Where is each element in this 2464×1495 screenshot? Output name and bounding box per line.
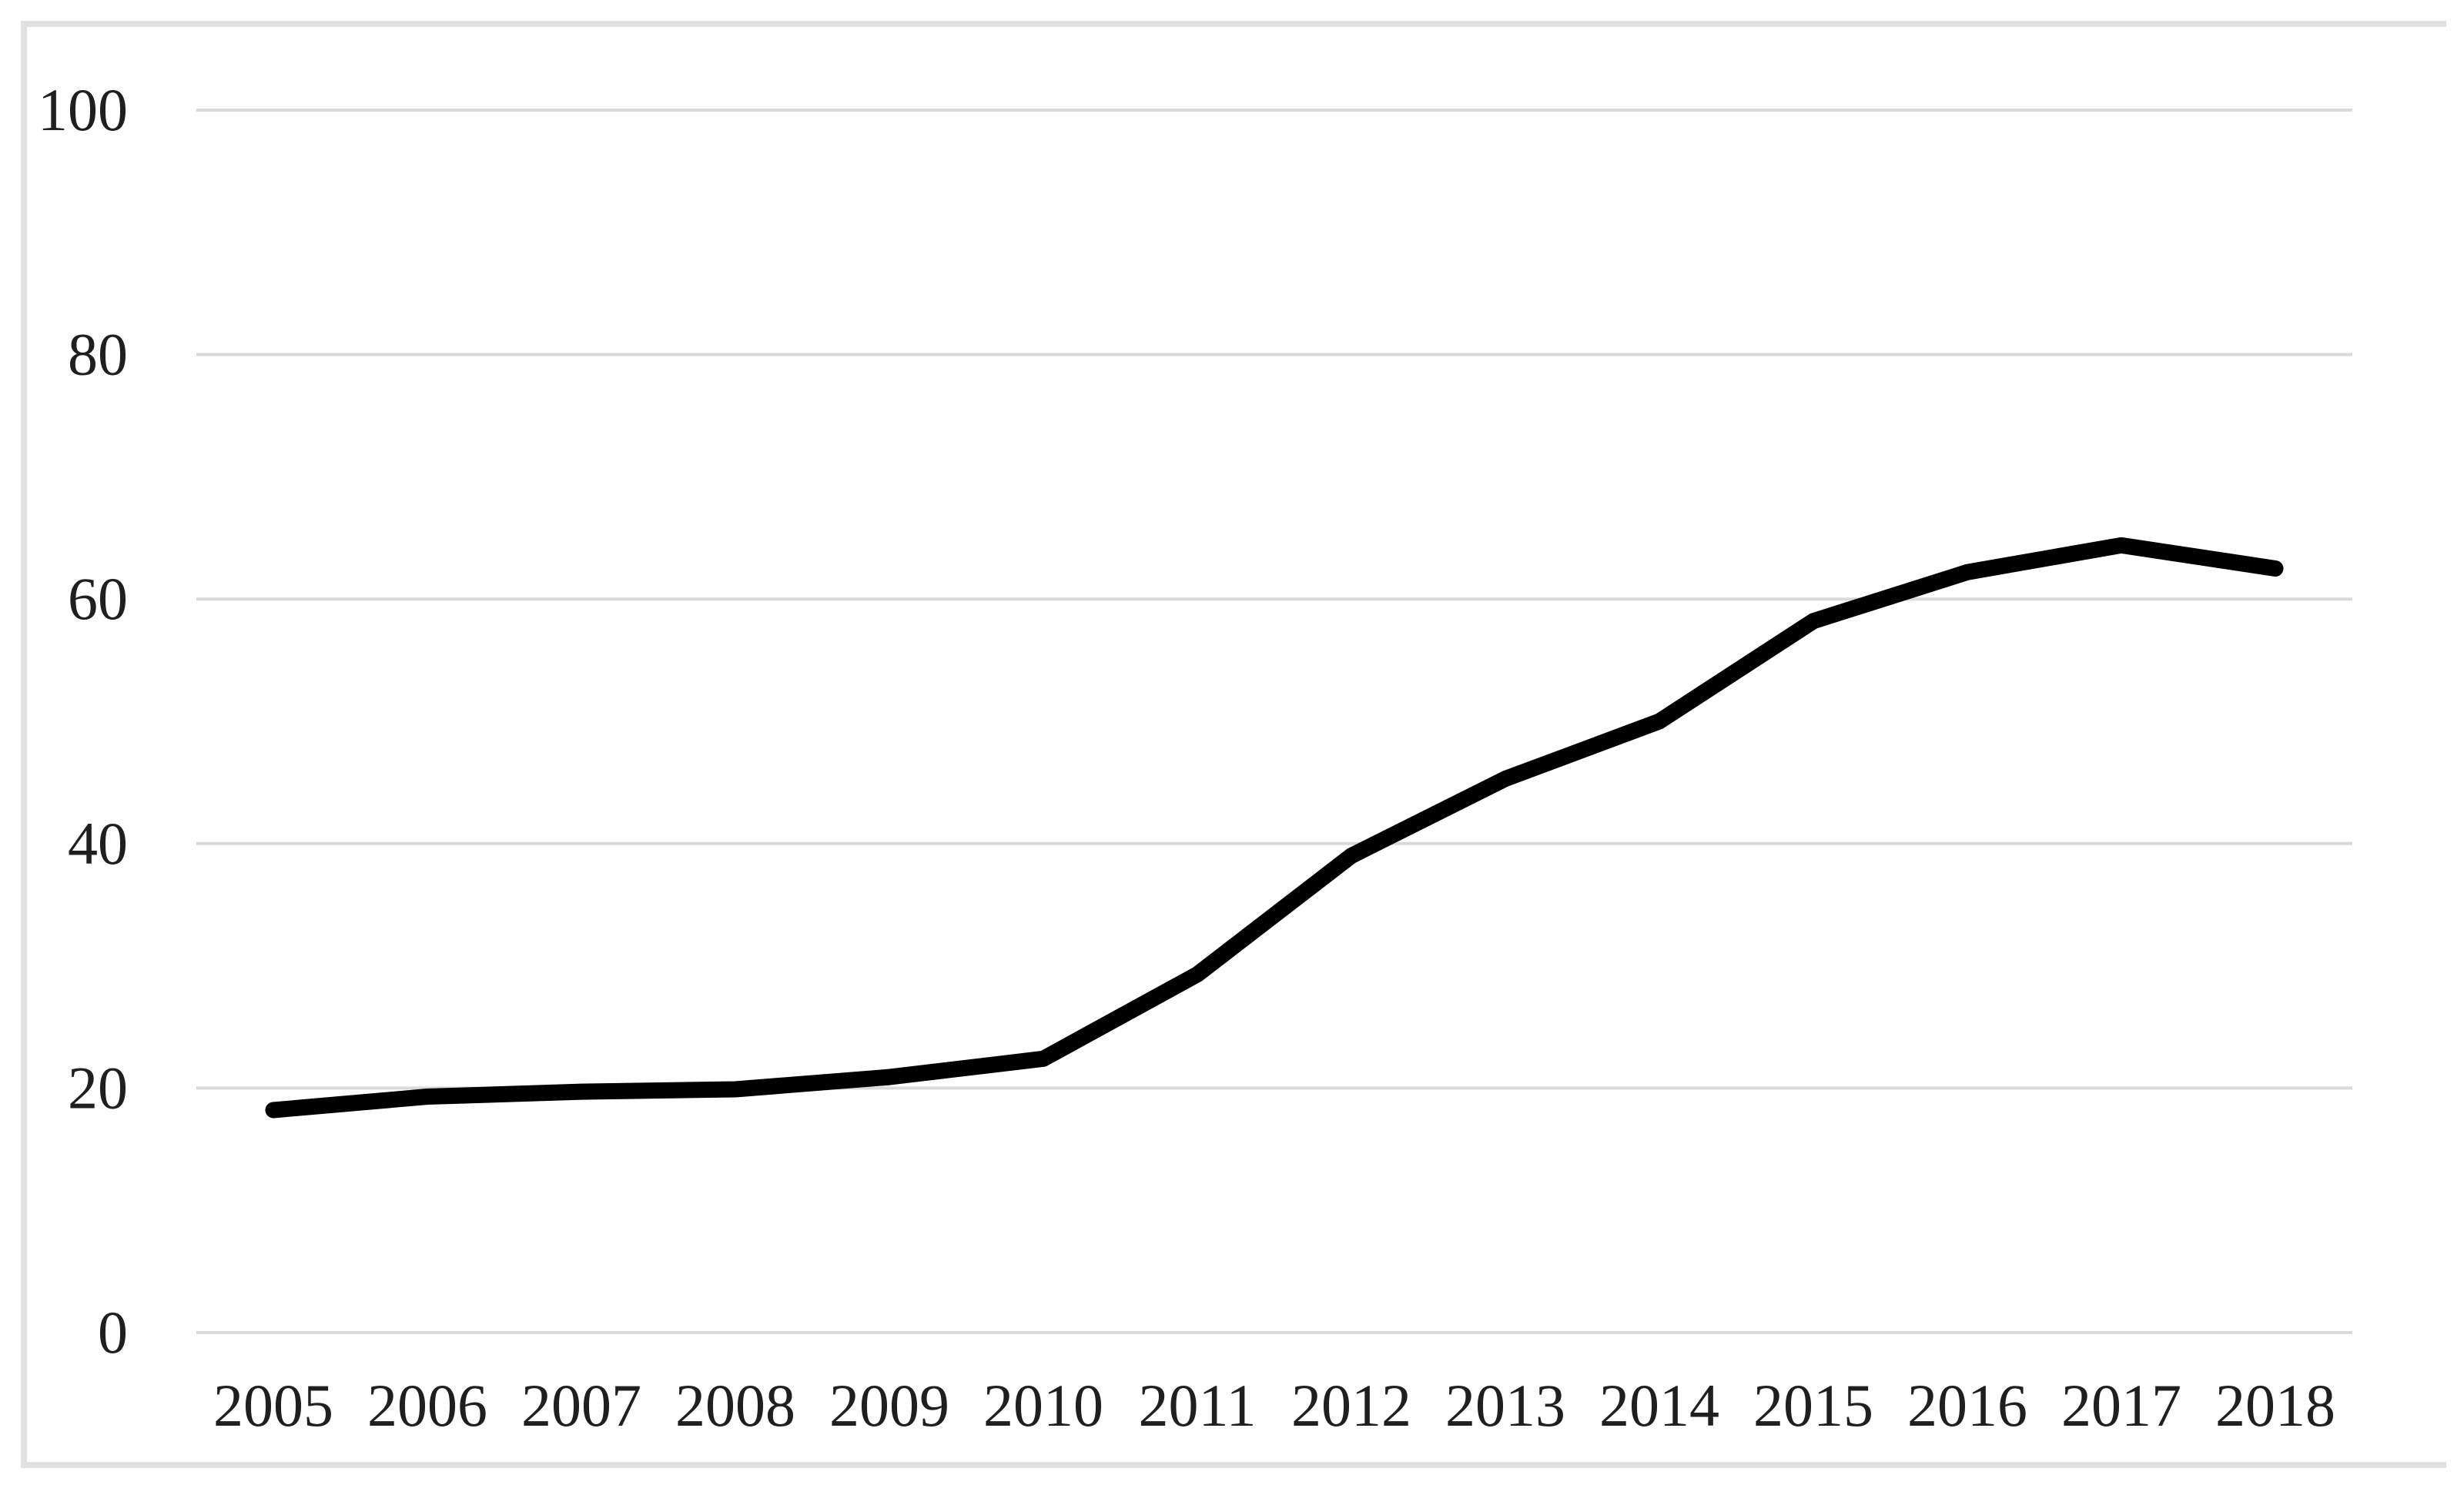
x-tick-label-2005: 2005 (213, 1372, 333, 1439)
x-tick-label-2016: 2016 (1907, 1372, 2027, 1439)
y-tick-label-0: 0 (98, 1299, 128, 1366)
data-series-line-value (265, 537, 2284, 1119)
y-tick-label-20: 20 (68, 1054, 128, 1121)
x-tick-label-2007: 2007 (521, 1372, 641, 1439)
y-tick-label-40: 40 (68, 810, 128, 877)
x-tick-label-2006: 2006 (367, 1372, 487, 1439)
figure-border (21, 21, 2446, 1468)
x-tick-label-2018: 2018 (2215, 1372, 2335, 1439)
x-tick-label-2010: 2010 (983, 1372, 1103, 1439)
x-tick-label-2015: 2015 (1753, 1372, 1873, 1439)
x-tick-label-2009: 2009 (829, 1372, 949, 1439)
x-tick-label-2012: 2012 (1291, 1372, 1411, 1439)
x-tick-label-2014: 2014 (1599, 1372, 1719, 1439)
y-tick-label-80: 80 (68, 321, 128, 388)
x-tick-label-2008: 2008 (675, 1372, 795, 1439)
x-tick-label-2011: 2011 (1138, 1372, 1256, 1439)
y-tick-label-100: 100 (38, 76, 128, 143)
x-tick-label-2013: 2013 (1445, 1372, 1565, 1439)
x-tick-label-2017: 2017 (2061, 1372, 2181, 1439)
y-tick-label-60: 60 (68, 565, 128, 632)
